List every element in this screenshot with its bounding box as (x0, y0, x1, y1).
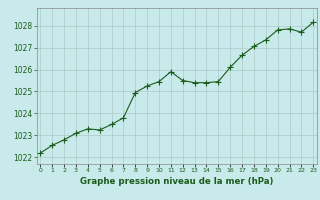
X-axis label: Graphe pression niveau de la mer (hPa): Graphe pression niveau de la mer (hPa) (80, 177, 274, 186)
